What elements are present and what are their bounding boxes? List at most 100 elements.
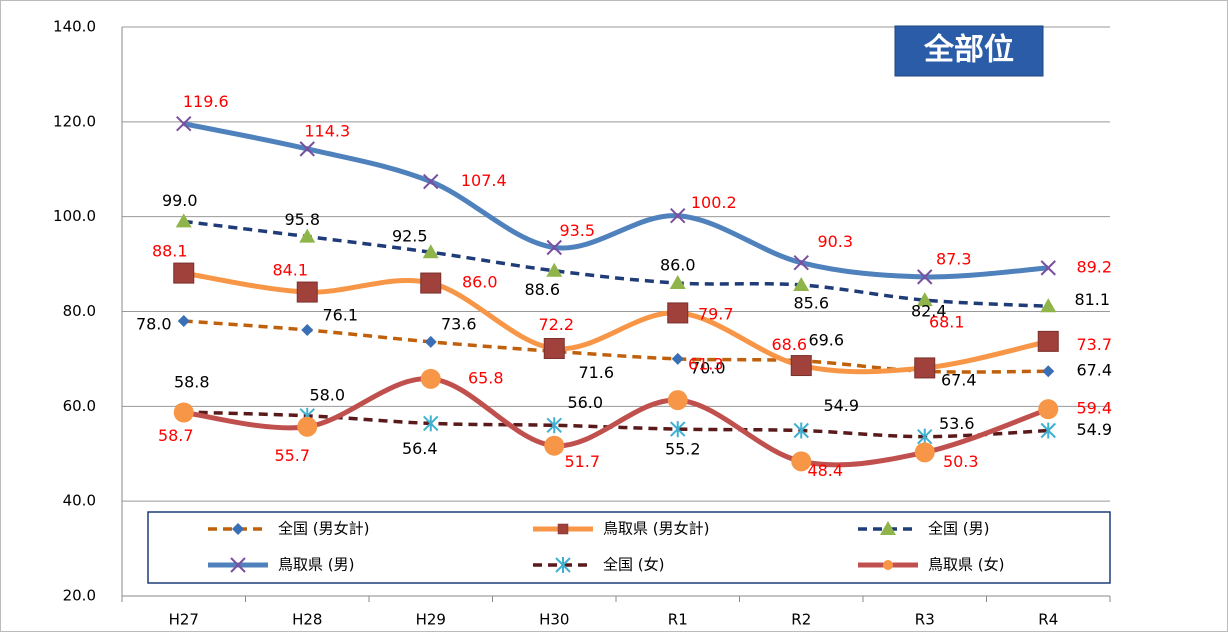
marker [1038, 399, 1059, 420]
marker [177, 314, 190, 327]
marker [917, 428, 933, 445]
data-label: 89.2 [1076, 257, 1112, 276]
marker [670, 421, 686, 438]
marker [1040, 260, 1056, 276]
legend [147, 511, 1111, 584]
marker [793, 422, 809, 439]
data-label: 54.9 [1076, 420, 1112, 439]
marker [175, 213, 192, 228]
data-label: 114.3 [304, 121, 350, 140]
data-label: 88.1 [152, 242, 188, 261]
marker [544, 435, 565, 456]
data-label: 92.5 [392, 227, 428, 246]
data-label: 93.5 [559, 221, 595, 240]
marker [914, 357, 936, 379]
marker [296, 281, 318, 303]
data-label: 71.6 [578, 363, 614, 382]
data-label: 85.6 [793, 293, 829, 312]
marker [917, 269, 933, 285]
marker [173, 262, 195, 284]
data-label: 79.7 [698, 304, 734, 323]
marker [670, 208, 686, 224]
marker [543, 337, 565, 359]
legend-label: 全国 (男女計) [278, 520, 369, 538]
x-tick-label: R2 [791, 611, 811, 629]
legend-label: 鳥取県 (男女計) [603, 520, 709, 538]
data-label: 58.7 [158, 426, 194, 445]
marker [424, 335, 437, 348]
marker [669, 275, 686, 290]
x-tick-label: R1 [668, 611, 688, 629]
data-label: 78.0 [136, 314, 172, 333]
data-label: 86.0 [462, 273, 498, 292]
series-line [183, 121, 1049, 280]
x-tick-label: H29 [416, 611, 446, 629]
data-label: 48.4 [807, 461, 843, 480]
badge-box [894, 25, 1044, 77]
y-tick-label: 120.0 [53, 112, 96, 130]
marker [793, 254, 809, 271]
marker [667, 390, 688, 411]
marker [916, 292, 933, 307]
data-label: 58.8 [174, 373, 210, 392]
series-line [183, 219, 1049, 309]
data-label: 65.8 [468, 368, 504, 387]
data-label: 72.2 [538, 315, 574, 334]
marker [791, 451, 812, 472]
legend-label: 鳥取県 (女) [928, 556, 1004, 574]
x-tick-label: R4 [1038, 611, 1058, 629]
data-label: 81.1 [1074, 290, 1110, 309]
data-label: 55.2 [665, 440, 701, 459]
marker [671, 352, 684, 365]
data-label: 54.9 [823, 396, 859, 415]
data-label: 88.6 [524, 280, 560, 299]
y-tick-label: 20.0 [63, 587, 96, 605]
series-line [183, 319, 1049, 374]
data-label: 68.6 [771, 335, 807, 354]
data-label: 51.7 [564, 452, 600, 471]
y-tick-label: 60.0 [63, 397, 96, 415]
marker [883, 560, 893, 570]
y-tick-label: 80.0 [63, 302, 96, 320]
data-label: 53.6 [939, 414, 975, 433]
data-label: 70.0 [690, 358, 726, 377]
data-label: 59.4 [1076, 399, 1112, 418]
data-label: 86.0 [660, 256, 696, 275]
data-label: 107.4 [461, 171, 507, 190]
data-label: 61.3 [688, 355, 724, 374]
marker [422, 244, 439, 259]
marker [423, 173, 439, 190]
data-label: 69.6 [808, 330, 844, 349]
marker [173, 402, 194, 423]
y-tick-label: 40.0 [63, 492, 96, 510]
series-line [183, 376, 1050, 468]
y-tick-label: 100.0 [53, 207, 96, 225]
x-tick-label: H28 [292, 611, 322, 629]
marker [232, 523, 244, 535]
legend-label: 全国 (男) [928, 520, 989, 538]
marker [420, 368, 441, 389]
data-label: 95.8 [284, 210, 320, 229]
marker [420, 272, 442, 294]
data-label: 73.6 [441, 314, 477, 333]
y-tick-label: 140.0 [53, 18, 96, 36]
data-label: 87.3 [936, 249, 972, 268]
marker [176, 116, 192, 132]
marker [230, 557, 246, 573]
data-label: 82.4 [911, 302, 947, 321]
data-label: 73.7 [1076, 335, 1112, 354]
marker [557, 523, 569, 535]
badge: 全部位 [923, 33, 1014, 68]
marker [546, 239, 562, 256]
x-tick-label: H27 [169, 611, 199, 629]
marker [555, 557, 571, 573]
marker [1042, 365, 1055, 378]
marker [301, 323, 314, 336]
marker [1037, 330, 1059, 352]
legend-label: 鳥取県 (男) [278, 556, 354, 574]
data-label: 56.4 [402, 439, 438, 458]
data-label: 100.2 [691, 193, 737, 212]
data-label: 119.6 [183, 92, 229, 111]
data-label: 68.1 [929, 312, 965, 331]
